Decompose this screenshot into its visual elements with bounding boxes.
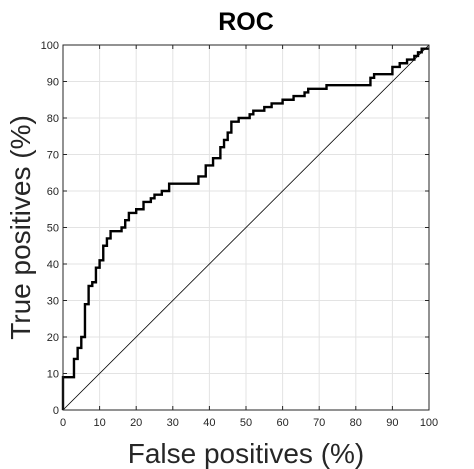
- axis-ticks: 0 10 20 30 40 50 60 70 80 90 100 0 10 20 30 40 50 60 70 80 9…: [41, 40, 439, 429]
- y-tick-label: 60: [47, 186, 59, 198]
- x-tick-label: 50: [240, 417, 252, 429]
- diagonal-line: [62, 44, 430, 411]
- x-tick-label: 90: [386, 417, 398, 429]
- x-tick-label: 20: [130, 417, 142, 429]
- x-tick-label: 0: [60, 417, 66, 429]
- y-tick-label: 100: [41, 40, 59, 52]
- roc-series: [61, 47, 429, 410]
- y-tick-label: 50: [47, 223, 59, 235]
- y-tick-label: 80: [47, 113, 59, 125]
- x-tick-label: 30: [167, 417, 179, 429]
- y-tick-label: 70: [47, 150, 59, 162]
- x-tick-label: 80: [350, 417, 362, 429]
- x-tick-label: 100: [420, 417, 438, 429]
- y-tick-label: 40: [47, 259, 59, 271]
- y-tick-label: 20: [47, 332, 59, 344]
- y-tick-label: 0: [53, 405, 59, 417]
- roc-curve-line: [61, 47, 429, 410]
- x-tick-label: 70: [313, 417, 325, 429]
- y-tick-label: 10: [47, 369, 59, 381]
- y-tick-label: 30: [47, 296, 59, 308]
- x-tick-label: 10: [93, 417, 105, 429]
- chart-title: ROC: [218, 8, 274, 36]
- y-tick-label: 90: [47, 77, 59, 89]
- y-axis-label: True positives (%): [5, 115, 36, 340]
- reference-diagonal: [62, 44, 430, 411]
- x-tick-label: 60: [276, 417, 288, 429]
- x-axis-label: False positives (%): [128, 438, 365, 469]
- x-tick-label: 40: [203, 417, 215, 429]
